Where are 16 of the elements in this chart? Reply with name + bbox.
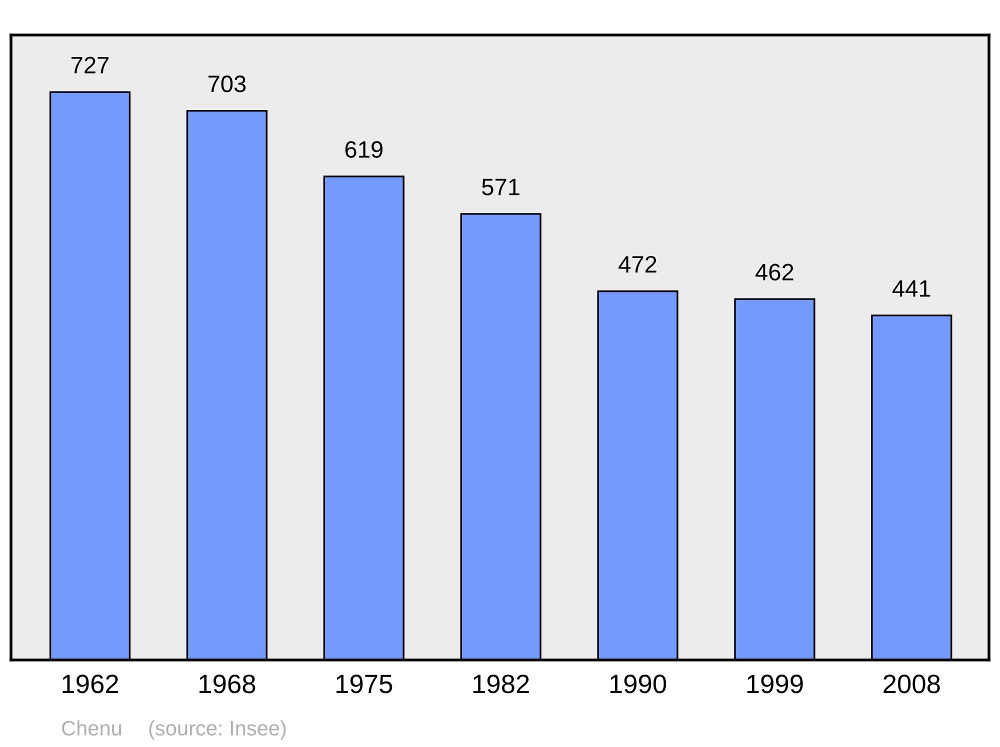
x-tick-label: 1990 [610, 674, 666, 694]
x-tick-label: 1999 [747, 674, 803, 694]
x-tick-label: 2008 [884, 674, 940, 694]
text: Chenu [62, 720, 122, 736]
data-label: 727 [72, 56, 109, 74]
data-label: 571 [482, 178, 520, 196]
x-tick-label: 1982 [473, 674, 529, 694]
x-tick-label: 1968 [200, 674, 256, 694]
data-label: 462 [756, 264, 794, 281]
x-tick-label: 1975 [336, 674, 392, 694]
data-label: 441 [892, 280, 930, 297]
x-tick-label: 1962 [62, 674, 118, 694]
text: (source: Insee) [149, 720, 286, 740]
data-label: 619 [345, 141, 382, 158]
data-label: 472 [618, 256, 656, 272]
data-label: 703 [208, 76, 246, 92]
